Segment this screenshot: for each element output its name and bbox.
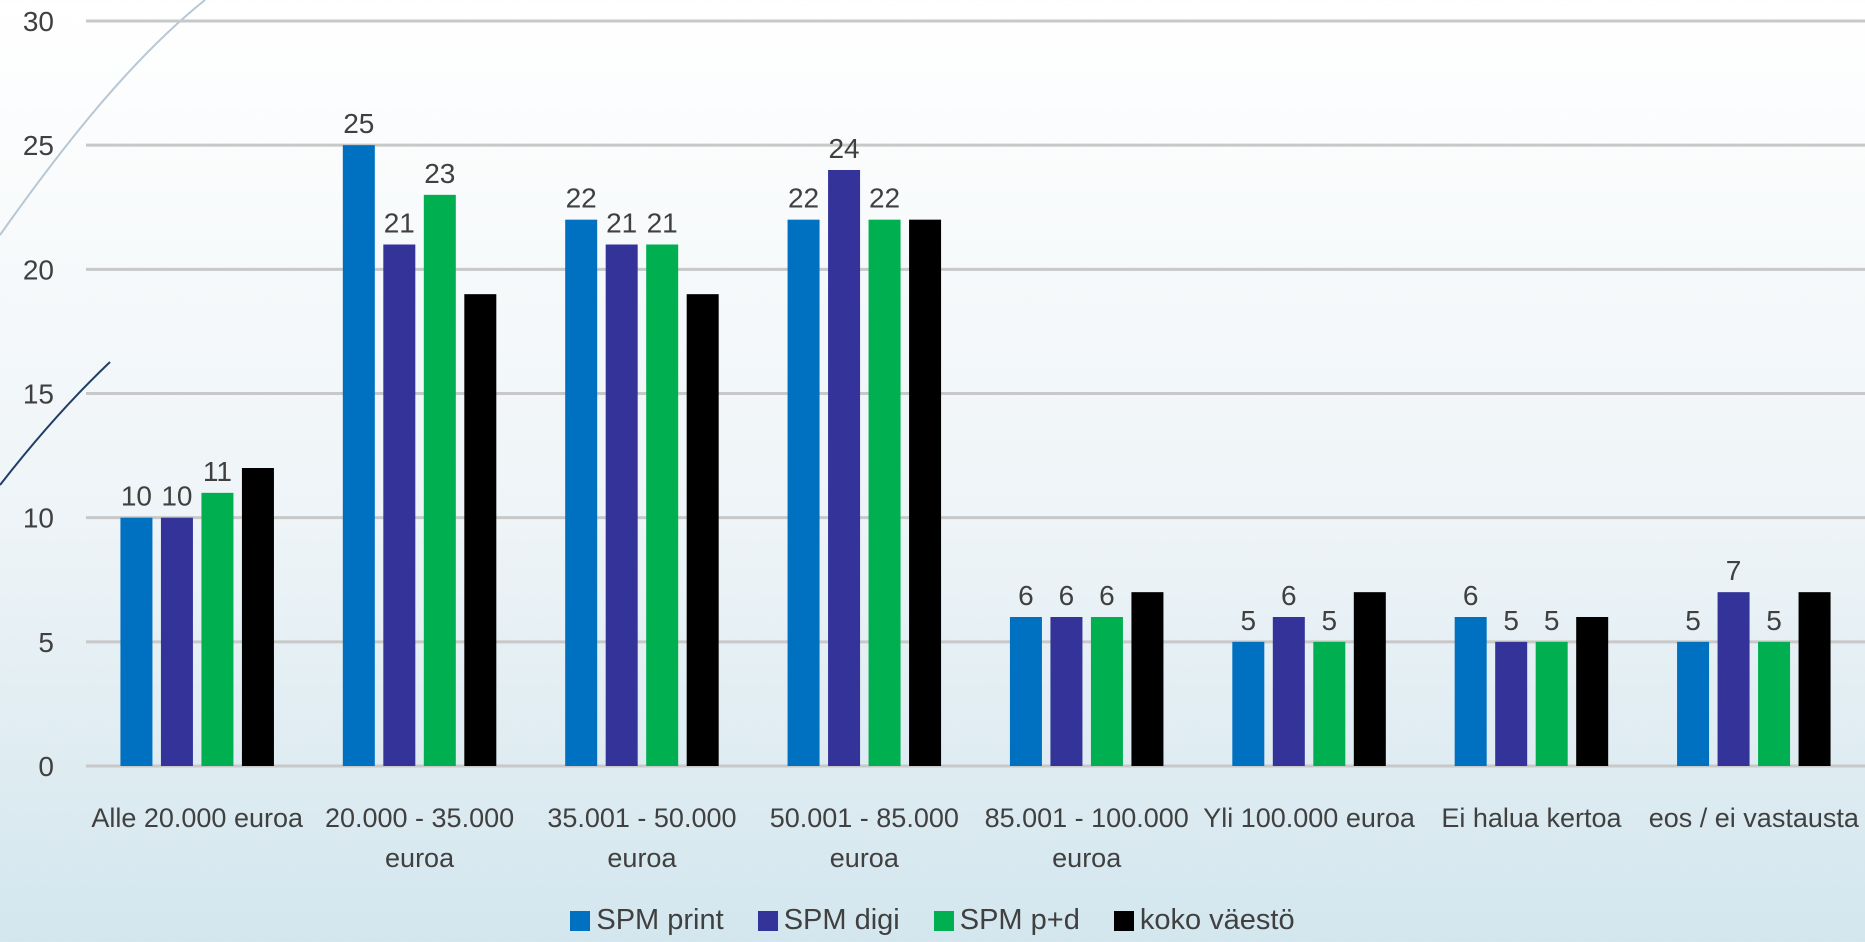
bar	[423, 194, 456, 767]
legend-label: SPM print	[596, 904, 724, 936]
legend-item: SPM p+d	[933, 904, 1080, 937]
bar	[383, 244, 416, 766]
data-label: 22	[788, 183, 819, 214]
bar	[1090, 617, 1123, 766]
data-label: 5	[1241, 605, 1257, 636]
data-label: 6	[1059, 580, 1075, 611]
data-label: 11	[203, 456, 232, 487]
legend-label: SPM p+d	[959, 904, 1080, 936]
bar	[1009, 617, 1042, 766]
x-tick-label: Ei halua kertoa	[1441, 803, 1622, 833]
bar	[686, 294, 719, 766]
bar	[1232, 641, 1265, 766]
data-label: 23	[424, 158, 455, 189]
data-label: 10	[121, 481, 152, 512]
bar	[909, 219, 942, 766]
x-tick-label: 20.000 - 35.000 euroa	[324, 803, 515, 873]
bar	[1131, 592, 1164, 766]
bar	[1313, 641, 1346, 766]
data-label: 5	[1322, 605, 1338, 636]
data-label: 22	[869, 183, 900, 214]
bar	[1798, 592, 1831, 766]
y-tick-label: 15	[23, 379, 54, 410]
bar	[120, 517, 153, 766]
y-tick-label: 30	[23, 6, 54, 37]
y-tick-label: 0	[38, 751, 54, 782]
x-tick-label: 85.001 - 100.000 euroa	[984, 803, 1189, 873]
x-tick-label: eos / ei vastausta	[1648, 803, 1859, 833]
data-label: 7	[1726, 555, 1742, 586]
data-label: 10	[161, 481, 192, 512]
bar	[1758, 641, 1791, 766]
legend-item: SPM digi	[757, 904, 900, 937]
data-label: 6	[1099, 580, 1115, 611]
legend-swatch	[570, 910, 591, 931]
bar	[1050, 617, 1083, 766]
data-label: 5	[1766, 605, 1782, 636]
legend-item: SPM print	[570, 904, 724, 937]
bar	[201, 492, 234, 766]
bar	[646, 244, 679, 766]
bar	[1454, 617, 1487, 766]
data-label: 25	[343, 108, 374, 139]
decor-curve	[0, 0, 206, 236]
data-label: 21	[384, 208, 415, 239]
legend-swatch	[933, 910, 954, 931]
data-label: 21	[647, 208, 678, 239]
bar	[868, 219, 901, 766]
legend-label: SPM digi	[783, 904, 900, 936]
data-label: 24	[828, 133, 859, 164]
x-tick-label: Alle 20.000 euroa	[91, 803, 304, 833]
bar	[1495, 641, 1528, 766]
legend-swatch	[1113, 910, 1134, 931]
x-tick-label: Yli 100.000 euroa	[1203, 803, 1415, 833]
bar	[1272, 617, 1305, 766]
bar	[565, 219, 598, 766]
bar	[1576, 617, 1609, 766]
bar	[787, 219, 820, 766]
bar	[160, 517, 193, 766]
data-label: 6	[1281, 580, 1297, 611]
data-label: 21	[606, 208, 637, 239]
bar	[1353, 592, 1386, 766]
x-tick-label: 50.001 - 85.000 euroa	[769, 803, 959, 873]
bar	[1677, 641, 1710, 766]
bar	[342, 145, 375, 766]
legend-item: koko väestö	[1113, 904, 1295, 937]
legend-swatch	[757, 910, 778, 931]
x-tick-label: 35.001 - 50.000 euroa	[547, 803, 737, 873]
bar	[605, 244, 638, 766]
legend: SPM print SPM digi SPM p+d koko väestö	[0, 904, 1865, 937]
bar	[1535, 641, 1568, 766]
bar	[464, 294, 497, 766]
legend-label: koko väestö	[1139, 904, 1295, 936]
data-label: 5	[1503, 605, 1519, 636]
y-tick-label: 20	[23, 254, 54, 285]
y-tick-label: 25	[23, 130, 54, 161]
data-label: 5	[1544, 605, 1560, 636]
data-label: 6	[1018, 580, 1034, 611]
bar	[241, 468, 274, 766]
decor-curve	[0, 361, 111, 486]
data-label: 5	[1685, 605, 1701, 636]
y-tick-label: 10	[23, 503, 54, 534]
data-label: 6	[1463, 580, 1479, 611]
bar	[1717, 592, 1750, 766]
bar	[828, 170, 861, 766]
y-tick-label: 5	[38, 627, 54, 658]
data-label: 22	[566, 183, 597, 214]
